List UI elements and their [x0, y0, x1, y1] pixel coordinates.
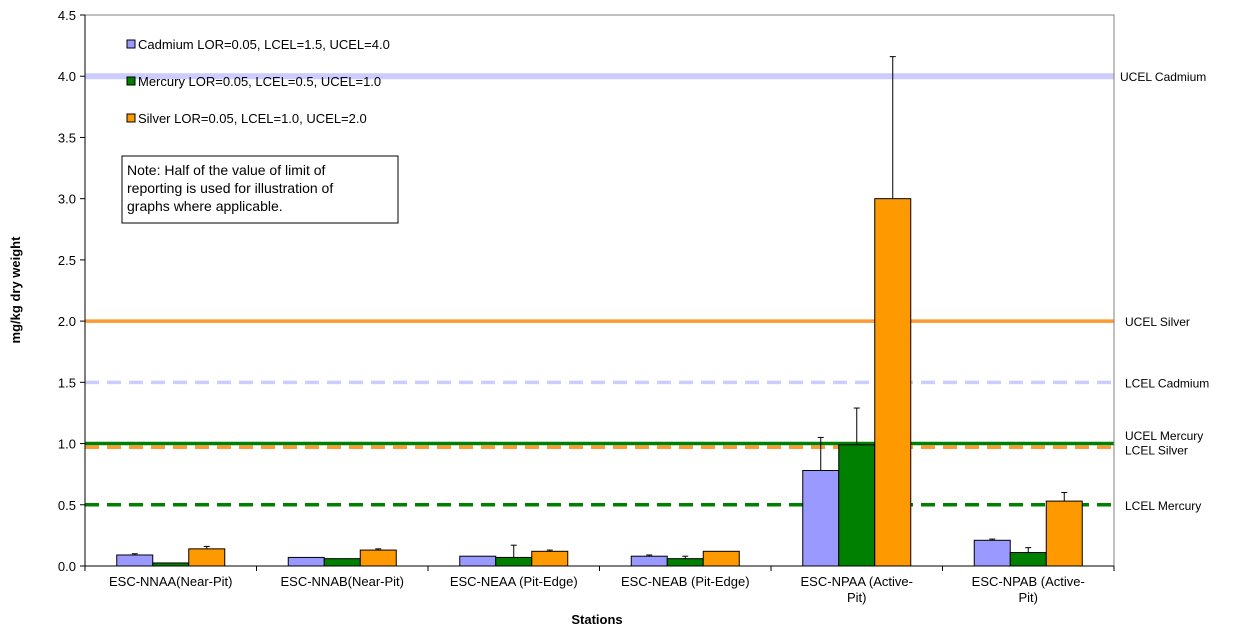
legend-label: Silver LOR=0.05, LCEL=1.0, UCEL=2.0 — [138, 111, 367, 126]
legend-swatch — [126, 113, 136, 123]
x-axis-title: Stations — [571, 612, 622, 627]
bars-layer — [116, 198, 1083, 567]
note-frame — [121, 155, 399, 224]
bar — [323, 558, 361, 567]
x-category-label: ESC-NNAA(Near-Pit) — [109, 574, 233, 589]
bar — [702, 550, 740, 567]
y-tick-label: 2.5 — [58, 253, 76, 268]
y-tick-label: 4.0 — [58, 69, 76, 84]
bar — [359, 549, 397, 567]
y-tick-label: 1.0 — [58, 437, 76, 452]
y-tick-label: 1.5 — [58, 375, 76, 390]
y-tick-label: 0.0 — [58, 559, 76, 574]
bar — [1009, 552, 1047, 567]
note-line: Note: Half of the value of limit of — [127, 162, 326, 178]
x-category-label: ESC-NNAB(Near-Pit) — [280, 574, 404, 589]
reference-line-labels: UCEL Cadmium UCEL Silver LCEL Cadmium UCEL … — [1120, 70, 1209, 513]
note-box: Note: Half of the value of limit of repor… — [121, 155, 399, 224]
bar — [1045, 500, 1083, 567]
x-category-labels: ESC-NNAA(Near-Pit) ESC-NNAB(Near-Pit) ESC-… — [109, 574, 1085, 605]
axes-layer — [80, 14, 1115, 571]
legend: Cadmium LOR=0.05, LCEL=1.5, UCEL=4.0 Merc… — [126, 37, 390, 126]
bar — [459, 555, 497, 567]
bar — [531, 550, 569, 567]
y-tick-labels: 0.0 0.5 1.0 1.5 2.0 2.5 3.0 3.5 4.0 4.5 — [58, 8, 76, 574]
legend-swatch — [126, 76, 136, 86]
error-bars-layer — [131, 56, 1068, 559]
bar — [666, 558, 704, 567]
y-axis-title: mg/kg dry weight — [8, 236, 23, 344]
note-line: graphs where applicable. — [127, 198, 283, 214]
reference-line-label: UCEL Cadmium — [1120, 70, 1206, 84]
reference-line-label: UCEL Silver — [1125, 315, 1190, 329]
y-tick-label: 2.0 — [58, 314, 76, 329]
plot-frame — [84, 14, 1115, 567]
reference-line-label: LCEL Mercury — [1125, 499, 1201, 513]
y-tick-label: 4.5 — [58, 8, 76, 23]
x-category-label: ESC-NPAB (Active- — [972, 574, 1085, 589]
legend-label: Mercury LOR=0.05, LCEL=0.5, UCEL=1.0 — [138, 74, 381, 89]
x-category-label: ESC-NPAA (Active- — [801, 574, 913, 589]
bar — [973, 539, 1011, 567]
y-tick-label: 3.5 — [58, 130, 76, 145]
bar — [116, 554, 154, 567]
bar — [287, 556, 325, 567]
bar — [874, 198, 912, 567]
bar — [630, 555, 668, 567]
note-line: reporting is used for illustration of — [127, 180, 333, 196]
reference-line-label: UCEL Mercury — [1125, 429, 1203, 443]
reference-line-label: LCEL Silver — [1125, 444, 1188, 458]
legend-swatch — [126, 39, 136, 49]
reference-line-label: LCEL Cadmium — [1125, 376, 1209, 390]
bar — [188, 548, 226, 567]
legend-label: Cadmium LOR=0.05, LCEL=1.5, UCEL=4.0 — [138, 37, 390, 52]
y-tick-label: 3.0 — [58, 192, 76, 207]
bar — [495, 556, 533, 567]
y-tick-label: 0.5 — [58, 498, 76, 513]
x-category-label: ESC-NEAA (Pit-Edge) — [450, 574, 578, 589]
bar — [802, 469, 840, 567]
reference-lines-layer — [85, 73, 1114, 507]
bar — [838, 444, 876, 567]
x-category-label: Pit) — [847, 590, 867, 605]
x-category-label: Pit) — [1019, 590, 1039, 605]
x-category-label: ESC-NEAB (Pit-Edge) — [621, 574, 750, 589]
